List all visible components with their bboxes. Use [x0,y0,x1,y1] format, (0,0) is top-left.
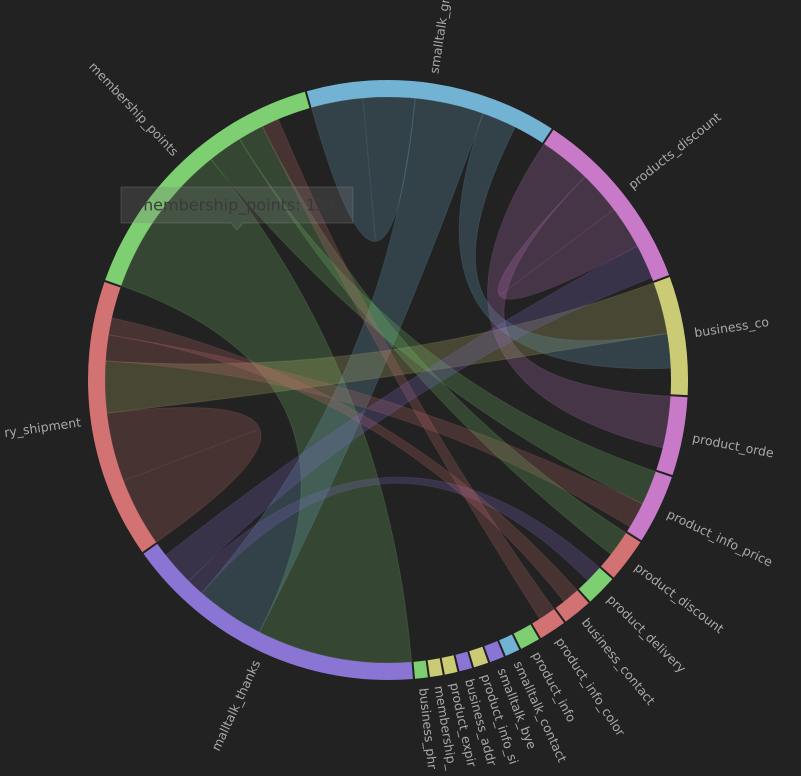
arc [600,532,641,578]
node-label: smalltalk_gre [426,0,453,75]
arc [627,471,672,541]
ribbon [261,118,555,620]
node-label: business_co [693,314,770,340]
ribbons [104,96,672,664]
node-label: product_info_price [665,506,776,569]
node-label: ry_shipment [3,415,82,441]
arc [455,651,473,672]
ribbon [108,317,579,603]
node-label: membership_points [86,59,181,159]
arc [544,129,670,281]
arc [143,543,413,681]
tooltip: membership_points: 154 [120,186,354,231]
arc [656,396,688,476]
arc [427,658,443,678]
arc [105,91,310,286]
ribbon [238,125,627,556]
arc [532,609,565,639]
tooltip-text: membership_points: 154 [138,196,337,216]
arc [413,660,428,679]
arc [469,646,489,668]
arc [441,655,458,675]
tooltip-box [120,186,354,231]
arc [88,281,157,553]
arcs [88,80,688,681]
arc [513,624,540,649]
arc [578,567,613,602]
node-label: product_orde [691,430,775,460]
arc [306,80,552,143]
arc [499,634,520,656]
ribbon [210,138,657,505]
node-label: products_discount [625,109,724,192]
ribbon [458,112,672,370]
arc [653,276,688,396]
ribbon [164,245,653,582]
arc [555,590,589,622]
node-label: malltalk_thanks [208,658,263,754]
arc [484,641,504,663]
